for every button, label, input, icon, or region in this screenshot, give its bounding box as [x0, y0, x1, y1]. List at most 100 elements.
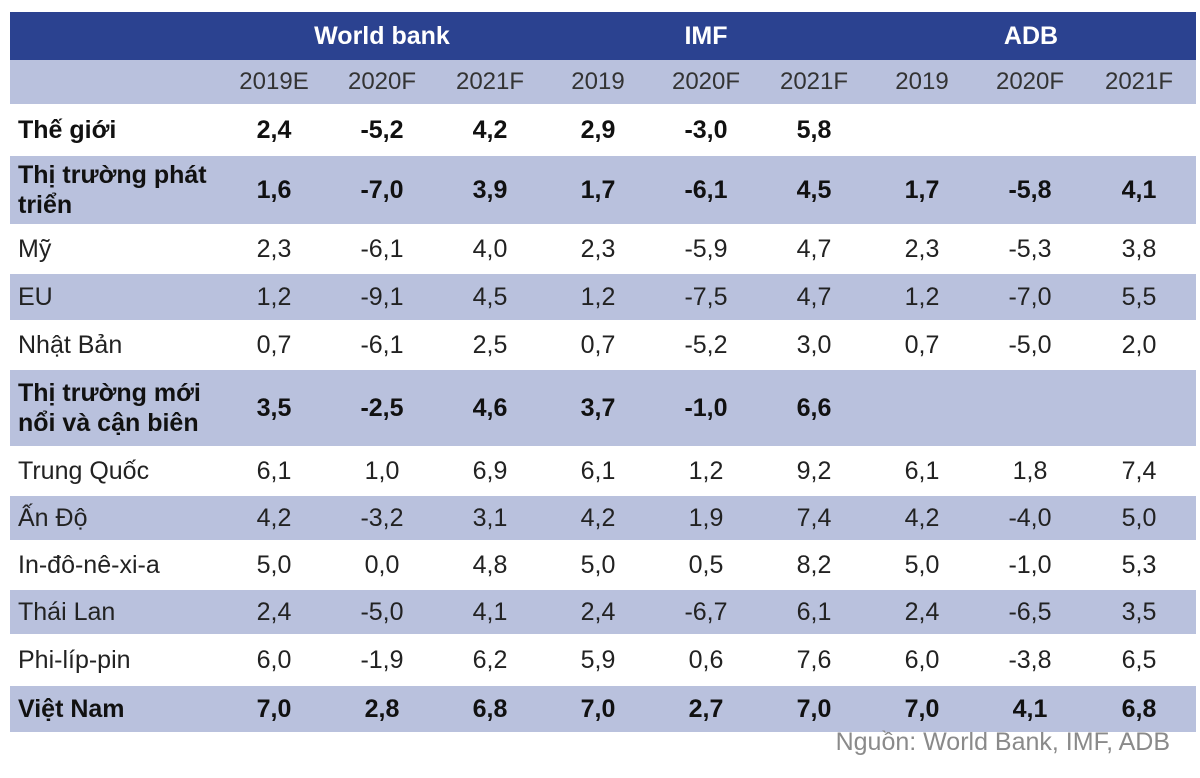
table-cell: 6,1 [796, 597, 832, 626]
row-label: Nhật Bản [18, 331, 123, 359]
table-cell: 4,8 [472, 550, 508, 579]
table-cell: -5,0 [360, 597, 404, 626]
table-cell: -6,7 [684, 597, 728, 626]
table-cell: 6,0 [256, 645, 292, 674]
table-row: Phi-líp-pin 6,0 -1,9 6,2 5,9 0,6 7,6 6,0 -3,8 6,5 [10, 636, 1196, 686]
table-cell: 3,0 [796, 330, 832, 359]
table-cell: 2,9 [580, 115, 616, 144]
table-cell: 1,7 [580, 175, 616, 204]
table-cell: 6,1 [580, 456, 616, 485]
row-label: Việt Nam [18, 695, 125, 723]
table-cell: -3,2 [360, 503, 404, 532]
table-cell: -5,0 [1008, 330, 1052, 359]
table-cell: -9,1 [360, 282, 404, 311]
table-row: Mỹ 2,3 -6,1 4,0 2,3 -5,9 4,7 2,3 -5,3 3,8 [10, 226, 1196, 274]
table-cell: -4,0 [1008, 503, 1052, 532]
table-cell: 7,4 [796, 503, 832, 532]
table-row: EU 1,2 -9,1 4,5 1,2 -7,5 4,7 1,2 -7,0 5,5 [10, 274, 1196, 322]
table-cell: 4,0 [472, 234, 508, 263]
column-header: 2021F [779, 68, 849, 95]
table-cell: -1,0 [684, 393, 728, 422]
table-row: Thị trường mới nổi và cận biên 3,5 -2,5 4,6… [10, 370, 1196, 448]
source-note: Nguồn: World Bank, IMF, ADB [835, 728, 1170, 756]
table-cell: 5,0 [580, 550, 616, 579]
table-cell: 1,0 [364, 456, 400, 485]
table-cell: 1,2 [580, 282, 616, 311]
table-cell: 2,0 [1121, 330, 1157, 359]
table-cell: 4,2 [472, 115, 508, 144]
row-label: Thế giới [18, 116, 117, 144]
table-cell: 2,4 [580, 597, 616, 626]
table-cell: 7,0 [796, 694, 832, 723]
table-cell: 1,2 [688, 456, 724, 485]
table-cell: 7,4 [1121, 456, 1157, 485]
table-cell: 5,0 [256, 550, 292, 579]
table-cell: 3,8 [1121, 234, 1157, 263]
group-header-row: World bank IMF ADB [10, 12, 1196, 60]
table-cell: 4,7 [796, 234, 832, 263]
table-cell: 4,1 [1012, 694, 1048, 723]
table-cell: -3,8 [1008, 645, 1052, 674]
column-header: 2019 [895, 68, 949, 95]
table-cell: 6,1 [256, 456, 292, 485]
table-cell: 2,7 [688, 694, 724, 723]
table-cell: 2,4 [904, 597, 940, 626]
table-cell: -5,8 [1008, 175, 1052, 204]
table-row: In-đô-nê-xi-a 5,0 0,0 4,8 5,0 0,5 8,2 5,0 -1,0 5,… [10, 542, 1196, 590]
table-row: Thái Lan 2,4 -5,0 4,1 2,4 -6,7 6,1 2,4 -6,5 3,5 [10, 590, 1196, 636]
table-cell: -1,0 [1008, 550, 1052, 579]
table-cell: 5,5 [1121, 282, 1157, 311]
column-header: 2020F [995, 68, 1065, 95]
table-cell: 3,5 [1121, 597, 1157, 626]
table-cell: 0,0 [364, 550, 400, 579]
row-label: Thị trường phát triển [18, 161, 207, 219]
table-cell: -7,5 [684, 282, 728, 311]
table-cell: 2,4 [256, 597, 292, 626]
table-row: Thế giới 2,4 -5,2 4,2 2,9 -3,0 5,8 [10, 106, 1196, 156]
row-label: Mỹ [18, 235, 52, 263]
table-cell: -6,1 [360, 330, 404, 359]
table-cell: 9,2 [796, 456, 832, 485]
table-cell: 3,1 [472, 503, 508, 532]
table-cell: 5,0 [1121, 503, 1157, 532]
table-cell: 6,5 [1121, 645, 1157, 674]
table-cell: 4,1 [1121, 175, 1157, 204]
table-cell: 2,4 [256, 115, 292, 144]
table-cell: -7,0 [360, 175, 404, 204]
table-cell: 4,2 [904, 503, 940, 532]
row-label: Ấn Độ [18, 504, 88, 532]
column-header: 2019 [571, 68, 625, 95]
table-cell: 7,0 [904, 694, 940, 723]
group-header-world-bank: World bank [314, 21, 450, 50]
row-label: Thái Lan [18, 598, 116, 626]
table-cell: -5,2 [360, 115, 404, 144]
table-cell: -2,5 [360, 393, 404, 422]
table-cell: -1,9 [360, 645, 404, 674]
column-header: 2021F [455, 68, 525, 95]
table-cell: 0,5 [688, 550, 724, 579]
table-cell: 2,8 [364, 694, 400, 723]
table-cell: 0,7 [256, 330, 292, 359]
table-cell: 0,7 [580, 330, 616, 359]
table-cell: 4,2 [580, 503, 616, 532]
table-cell: -6,1 [684, 175, 728, 204]
table-cell: 8,2 [796, 550, 832, 579]
table-cell: 6,6 [796, 393, 832, 422]
table-cell: 4,2 [256, 503, 292, 532]
table-row: Trung Quốc 6,1 1,0 6,9 6,1 1,2 9,2 6,1 1,8 7,4 [10, 448, 1196, 496]
column-header: 2020F [347, 68, 417, 95]
column-header: 2019E [239, 68, 309, 95]
column-header: 2020F [671, 68, 741, 95]
forecast-table: World bank IMF ADB 2019E 2020F 2021F 201… [10, 12, 1196, 734]
table-cell: -5,2 [684, 330, 728, 359]
table-cell: 5,9 [580, 645, 616, 674]
table-cell: 5,0 [904, 550, 940, 579]
table-cell: 6,0 [904, 645, 940, 674]
table-cell: 2,5 [472, 330, 508, 359]
row-label: In-đô-nê-xi-a [18, 551, 160, 579]
table-row: Ấn Độ 4,2 -3,2 3,1 4,2 1,9 7,4 4,2 -4,0 5,0 [10, 496, 1196, 542]
table-cell: 1,6 [256, 175, 292, 204]
row-label: Thị trường mới nổi và cận biên [18, 379, 201, 437]
column-header: 2021F [1104, 68, 1174, 95]
table-row: Nhật Bản 0,7 -6,1 2,5 0,7 -5,2 3,0 0,7 -5,0 2,0 [10, 322, 1196, 370]
